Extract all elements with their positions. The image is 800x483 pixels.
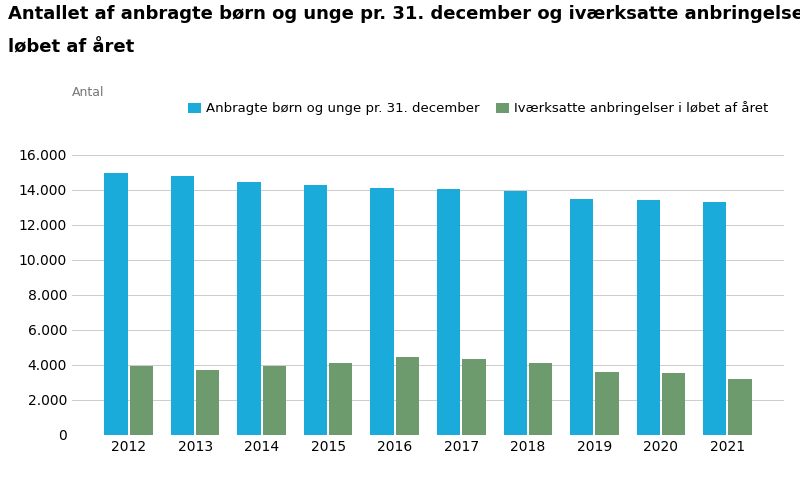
Bar <box>262 366 286 435</box>
Bar <box>104 173 128 435</box>
Bar <box>238 182 261 435</box>
Text: Antal: Antal <box>72 86 105 99</box>
Bar <box>437 189 460 435</box>
Bar <box>396 357 419 435</box>
Bar <box>503 191 526 435</box>
Bar <box>595 372 618 435</box>
Bar <box>462 359 486 435</box>
Bar <box>637 200 660 435</box>
Bar <box>304 185 327 435</box>
Bar <box>703 202 726 435</box>
Text: Antallet af anbragte børn og unge pr. 31. december og iværksatte anbringelser i: Antallet af anbragte børn og unge pr. 31… <box>8 5 800 23</box>
Bar <box>171 176 194 435</box>
Bar <box>728 379 752 435</box>
Bar <box>196 370 219 435</box>
Bar <box>529 363 552 435</box>
Legend: Anbragte børn og unge pr. 31. december, Iværksatte anbringelser i løbet af året: Anbragte børn og unge pr. 31. december, … <box>182 96 774 120</box>
Bar <box>330 363 353 435</box>
Bar <box>370 188 394 435</box>
Text: løbet af året: løbet af året <box>8 39 134 57</box>
Bar <box>130 366 153 435</box>
Bar <box>570 199 594 435</box>
Bar <box>662 373 685 435</box>
